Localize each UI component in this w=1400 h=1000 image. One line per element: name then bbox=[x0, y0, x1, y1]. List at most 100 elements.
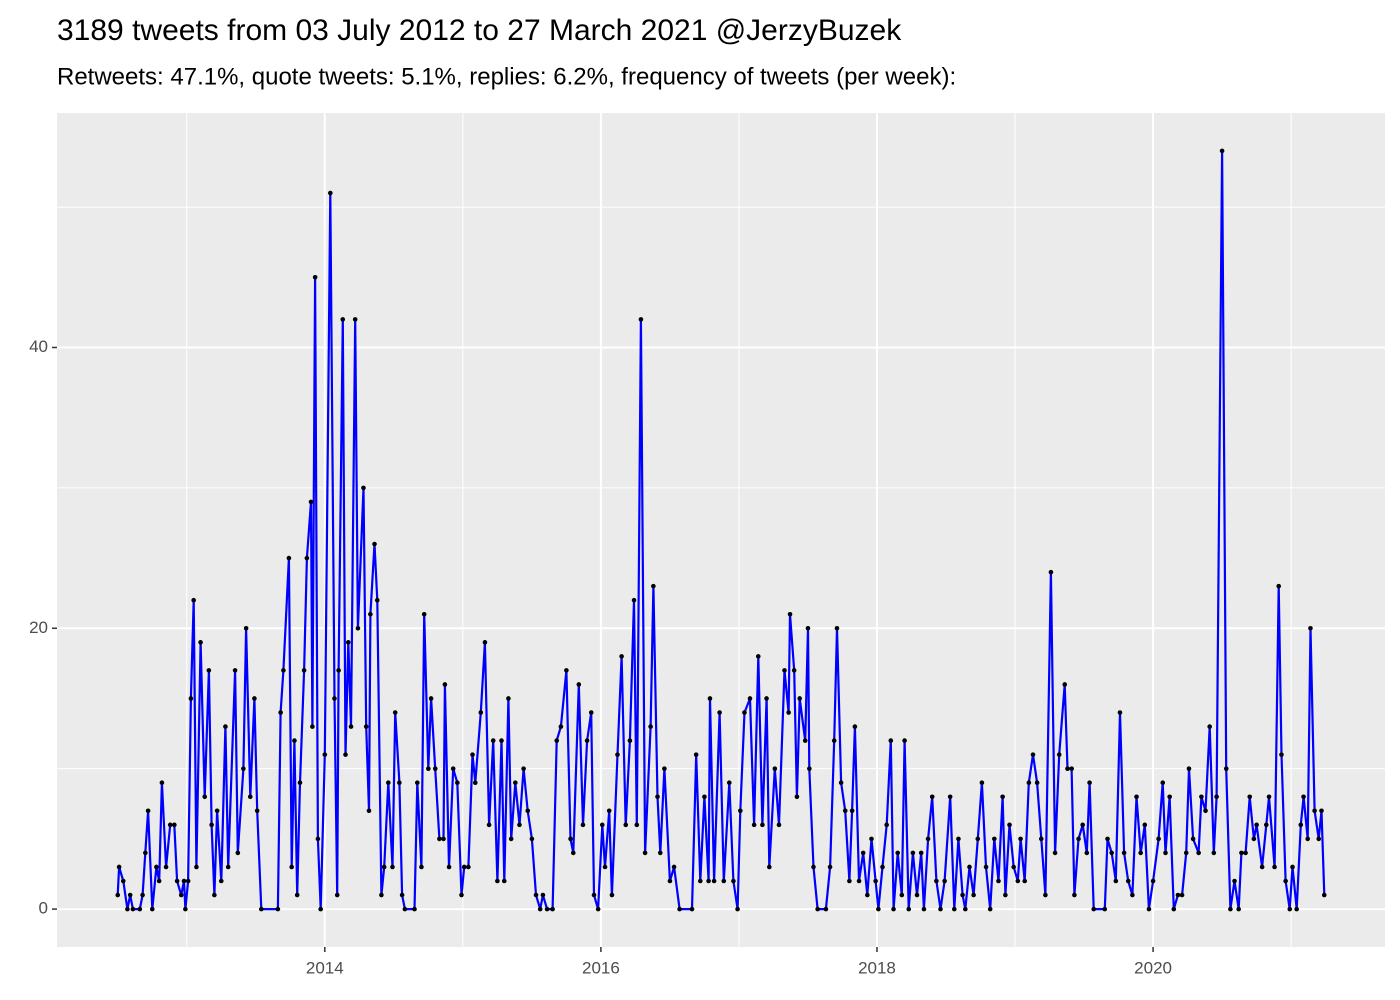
data-point bbox=[252, 696, 257, 701]
data-point bbox=[1130, 892, 1135, 898]
data-point bbox=[399, 892, 405, 898]
data-point bbox=[174, 878, 180, 884]
data-point bbox=[960, 892, 965, 898]
x-tick-label: 2020 bbox=[1134, 958, 1172, 977]
data-point bbox=[315, 836, 321, 842]
data-point bbox=[1105, 836, 1110, 842]
data-point bbox=[159, 780, 165, 786]
data-point bbox=[508, 836, 514, 842]
data-point bbox=[1298, 822, 1304, 828]
data-point bbox=[125, 906, 130, 912]
data-point bbox=[1072, 892, 1077, 898]
data-point bbox=[731, 878, 736, 884]
data-point bbox=[992, 836, 997, 842]
data-point bbox=[304, 555, 310, 561]
data-point bbox=[1186, 766, 1192, 771]
data-point bbox=[336, 668, 341, 673]
data-point bbox=[334, 892, 340, 898]
data-point bbox=[486, 822, 492, 828]
data-point bbox=[776, 822, 782, 828]
data-point bbox=[1026, 780, 1032, 786]
data-point bbox=[540, 892, 546, 898]
data-point bbox=[787, 611, 793, 617]
data-point bbox=[884, 822, 889, 828]
data-point bbox=[899, 892, 905, 898]
data-point bbox=[599, 822, 605, 828]
data-point bbox=[1011, 864, 1016, 870]
data-point bbox=[188, 696, 194, 701]
data-point bbox=[1142, 822, 1148, 828]
data-point bbox=[137, 906, 143, 912]
chart-subtitle: Retweets: 47.1%, quote tweets: 5.1%, rep… bbox=[57, 63, 956, 90]
data-point bbox=[183, 906, 188, 912]
data-point bbox=[987, 906, 993, 912]
data-point bbox=[873, 878, 878, 884]
data-point bbox=[455, 780, 460, 786]
data-point bbox=[1287, 906, 1293, 912]
data-point bbox=[742, 710, 747, 715]
data-point bbox=[1214, 794, 1219, 800]
data-point bbox=[677, 906, 682, 912]
data-point bbox=[459, 892, 464, 898]
data-point bbox=[648, 724, 653, 729]
data-point bbox=[1199, 794, 1204, 800]
data-point bbox=[797, 696, 802, 701]
data-point bbox=[895, 850, 900, 856]
data-point bbox=[225, 864, 231, 870]
data-point bbox=[735, 906, 740, 912]
panel bbox=[57, 113, 1385, 947]
data-point bbox=[156, 878, 162, 884]
data-point bbox=[956, 836, 961, 842]
data-point bbox=[1150, 878, 1156, 884]
data-point bbox=[570, 850, 576, 856]
data-point bbox=[1125, 878, 1131, 884]
data-point bbox=[294, 892, 300, 898]
data-point bbox=[651, 583, 656, 589]
data-point bbox=[1239, 850, 1244, 856]
data-point bbox=[1259, 864, 1265, 870]
data-point bbox=[209, 822, 214, 828]
data-point bbox=[655, 794, 660, 800]
data-point bbox=[1171, 906, 1177, 912]
data-point bbox=[149, 906, 155, 912]
data-point bbox=[751, 822, 757, 828]
data-point bbox=[554, 738, 560, 743]
data-point bbox=[1056, 752, 1062, 757]
data-point bbox=[1305, 836, 1310, 842]
data-point bbox=[368, 611, 373, 617]
data-point bbox=[951, 906, 957, 912]
data-point bbox=[127, 892, 133, 898]
data-point bbox=[947, 794, 953, 800]
data-point bbox=[191, 597, 196, 603]
data-point bbox=[392, 710, 398, 715]
data-point bbox=[544, 906, 550, 912]
data-point bbox=[194, 864, 199, 870]
data-point bbox=[1109, 850, 1114, 856]
data-point bbox=[842, 808, 848, 814]
data-point bbox=[308, 499, 314, 505]
data-point bbox=[1003, 892, 1008, 898]
data-point bbox=[421, 611, 427, 617]
data-point bbox=[223, 724, 228, 729]
data-point bbox=[823, 906, 829, 912]
data-point bbox=[478, 710, 484, 715]
data-point bbox=[693, 752, 699, 757]
data-point bbox=[340, 317, 346, 322]
data-point bbox=[343, 752, 348, 757]
data-point bbox=[419, 864, 424, 870]
data-point bbox=[116, 864, 122, 870]
data-point bbox=[1223, 766, 1229, 771]
data-point bbox=[412, 906, 417, 912]
data-point bbox=[697, 878, 703, 884]
data-point bbox=[667, 878, 673, 884]
data-point bbox=[495, 878, 500, 884]
data-point bbox=[1022, 878, 1028, 884]
data-point bbox=[218, 878, 224, 884]
x-tick-label: 2014 bbox=[306, 958, 344, 977]
data-point bbox=[243, 625, 249, 631]
data-point bbox=[363, 724, 369, 729]
data-point bbox=[576, 682, 582, 687]
data-point bbox=[1228, 906, 1233, 912]
data-point bbox=[1283, 878, 1288, 884]
data-point bbox=[967, 864, 972, 870]
